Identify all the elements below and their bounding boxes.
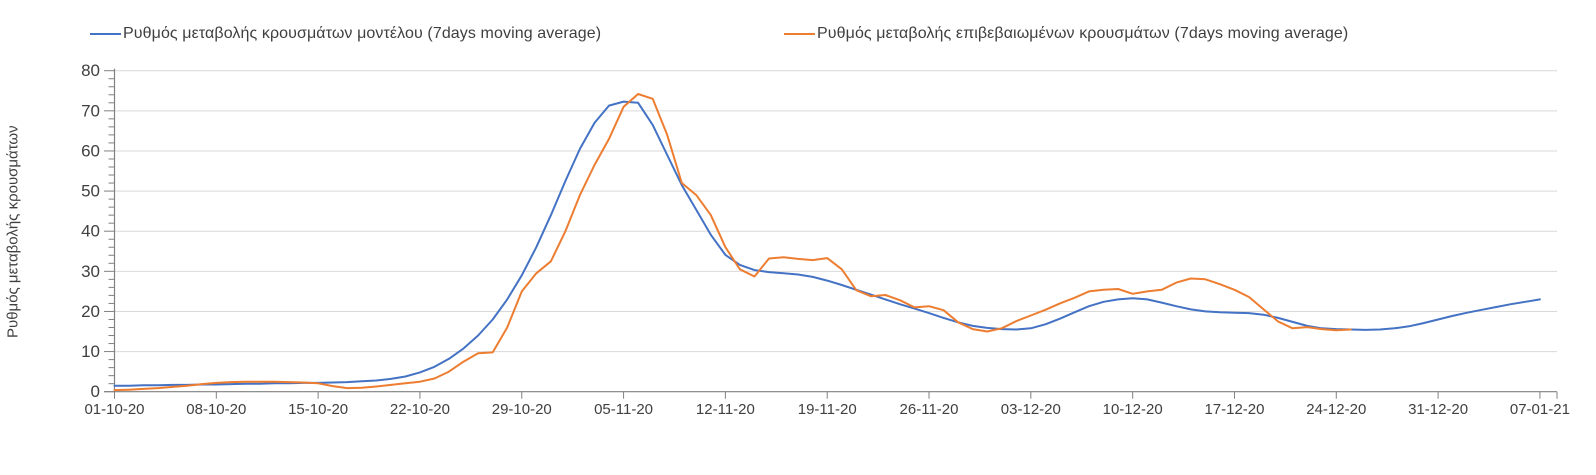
y-tick-label: 0 — [91, 382, 100, 401]
legend: Ρυθμός μεταβολής κρουσμάτων μοντέλου (7d… — [0, 0, 1596, 50]
y-tick-label: 80 — [81, 61, 100, 80]
x-tick-label: 12-11-20 — [696, 401, 755, 418]
y-tick-label: 20 — [81, 302, 100, 321]
legend-line-model-icon — [90, 33, 121, 35]
legend-line-confirmed-icon — [784, 33, 815, 35]
legend-label-model: Ρυθμός μεταβολής κρουσμάτων μοντέλου (7d… — [123, 25, 602, 42]
legend-item-confirmed: Ρυθμός μεταβολής επιβεβαιωμένων κρουσμάτ… — [784, 24, 1348, 44]
x-tick-label: 22-10-20 — [390, 401, 450, 418]
x-tick-label: 08-10-20 — [186, 401, 246, 418]
x-tick-label: 01-10-20 — [84, 401, 144, 418]
x-tick-label: 19-11-20 — [798, 401, 857, 418]
x-tick-label: 15-10-20 — [288, 401, 348, 418]
x-tick-label: 17-12-20 — [1204, 401, 1264, 418]
y-tick-label: 40 — [81, 222, 100, 241]
y-tick-label: 30 — [81, 262, 100, 281]
y-tick-label: 10 — [81, 342, 100, 361]
x-tick-label: 05-11-20 — [594, 401, 653, 418]
x-tick-label: 26-11-20 — [900, 401, 959, 418]
y-tick-label: 50 — [81, 182, 100, 201]
y-tick-label: 70 — [81, 101, 100, 120]
x-tick-label: 24-12-20 — [1306, 401, 1366, 418]
legend-label-confirmed: Ρυθμός μεταβολής επιβεβαιωμένων κρουσμάτ… — [817, 25, 1349, 42]
x-tick-label: 03-12-20 — [1001, 401, 1061, 418]
y-tick-label: 60 — [81, 141, 100, 160]
x-tick-label: 10-12-20 — [1103, 401, 1163, 418]
x-tick-label: 07-01-21 — [1510, 401, 1570, 418]
legend-item-model: Ρυθμός μεταβολής κρουσμάτων μοντέλου (7d… — [90, 24, 601, 44]
x-tick-label: 29-10-20 — [492, 401, 552, 418]
series-line-model — [113, 100, 1541, 387]
series-line-confirmed — [113, 93, 1352, 392]
x-tick-label: 31-12-20 — [1408, 401, 1468, 418]
